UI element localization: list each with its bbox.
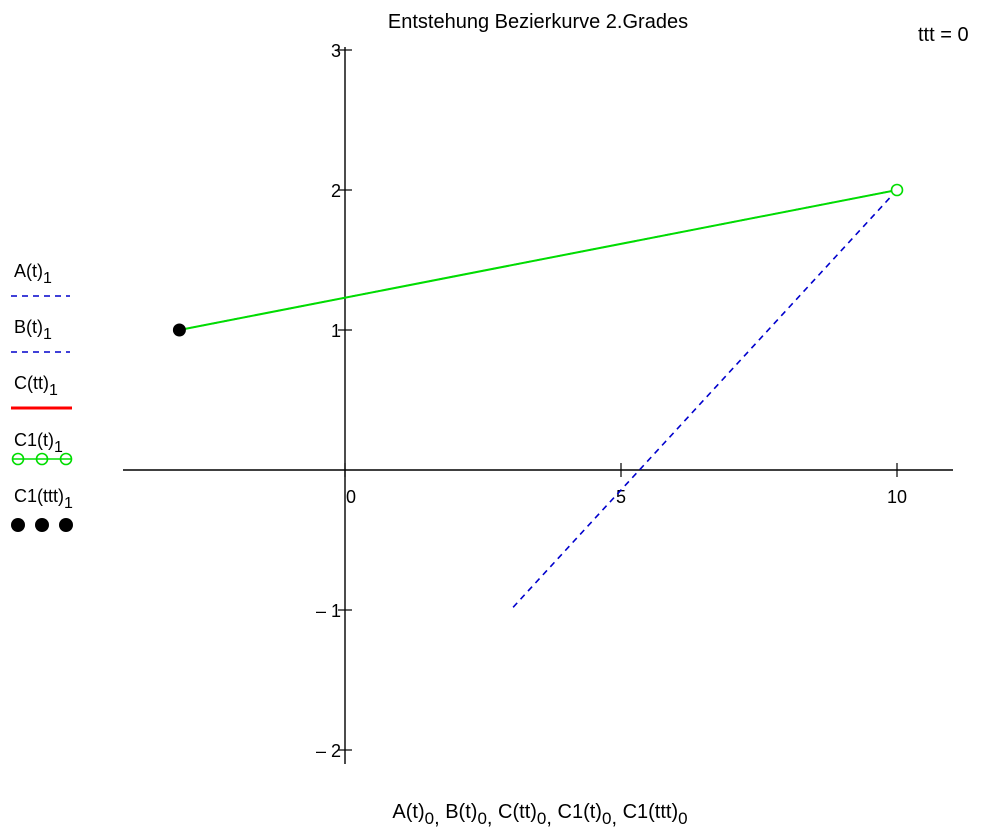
y-tick-label: – 2 bbox=[316, 741, 341, 761]
x-tick-label: 5 bbox=[616, 487, 626, 507]
y-tick-label: 1 bbox=[331, 321, 341, 341]
legend-label-sub: 1 bbox=[43, 326, 52, 343]
x-label-sep: , bbox=[546, 807, 557, 829]
x-label-base: B(t) bbox=[445, 801, 477, 823]
legend-b-t-label: B(t)1 bbox=[14, 317, 52, 343]
y-tick-label: 3 bbox=[331, 41, 341, 61]
x-axis-label-text: A(t)0, B(t)0, C(tt)0, C1(t)0, C1(ttt)0 bbox=[392, 801, 687, 829]
x-label-base: A(t) bbox=[392, 801, 424, 823]
series-c1-t-marker bbox=[890, 183, 904, 197]
legend-label-base: B(t) bbox=[14, 317, 43, 337]
legend-label-sub: 1 bbox=[64, 495, 73, 512]
legend-c1-t-swatch-marker bbox=[35, 452, 49, 466]
x-label-sub: 0 bbox=[602, 809, 611, 828]
legend-label-sub: 1 bbox=[43, 270, 52, 287]
legend-c1-ttt-swatch-dot bbox=[35, 518, 49, 532]
y-tick-label: 2 bbox=[331, 181, 341, 201]
legend-label-sub: 1 bbox=[49, 382, 58, 399]
legend-c1-ttt-swatch-dot bbox=[11, 518, 25, 532]
param-value: 0 bbox=[957, 24, 968, 46]
legend-c1-t-swatch-marker bbox=[59, 452, 73, 466]
legend-label-sub: 1 bbox=[54, 439, 63, 456]
legend-label-base: A(t) bbox=[14, 261, 43, 281]
legend-c1-ttt-swatch-dot bbox=[59, 518, 73, 532]
x-tick-label: 0 bbox=[346, 487, 356, 507]
legend-c1-t-swatch-marker bbox=[11, 452, 25, 466]
legend: A(t)1B(t)1C(tt)1C1(t)1C1(ttt)1 bbox=[11, 261, 73, 532]
x-label-base: C1(t) bbox=[558, 801, 602, 823]
param-name: ttt bbox=[918, 24, 935, 46]
series-b-t-line bbox=[510, 189, 898, 611]
series-c1-ttt-point bbox=[172, 323, 186, 337]
legend-a-t-label: A(t)1 bbox=[14, 261, 52, 287]
legend-c1-ttt-label: C1(ttt)1 bbox=[14, 486, 73, 512]
legend-label-base: C(tt) bbox=[14, 373, 49, 393]
series-layer bbox=[172, 183, 904, 611]
x-label-base: C(tt) bbox=[498, 801, 537, 823]
x-label-sub: 0 bbox=[425, 809, 434, 828]
legend-c1-t-label: C1(t)1 bbox=[14, 430, 63, 456]
x-label-sep: , bbox=[611, 807, 622, 829]
chart-title: Entstehung Bezierkurve 2.Grades bbox=[388, 11, 688, 33]
x-label-sep: , bbox=[434, 807, 445, 829]
x-label-sep: , bbox=[487, 807, 498, 829]
x-axis-label: A(t)0, B(t)0, C(tt)0, C1(t)0, C1(ttt)0 bbox=[392, 801, 687, 829]
param-equals: = bbox=[935, 24, 958, 46]
x-tick-label: 10 bbox=[887, 487, 907, 507]
x-ticks: 0 5 10 bbox=[344, 463, 907, 507]
x-label-sub: 0 bbox=[537, 809, 546, 828]
param-readout: ttt = 0 bbox=[918, 24, 969, 46]
legend-c-tt-label: C(tt)1 bbox=[14, 373, 58, 399]
x-label-sub: 0 bbox=[678, 809, 687, 828]
axes bbox=[123, 47, 953, 764]
legend-label-base: C1(ttt) bbox=[14, 486, 64, 506]
x-label-sub: 0 bbox=[477, 809, 486, 828]
legend-label-base: C1(t) bbox=[14, 430, 54, 450]
series-c1-t-line bbox=[179, 189, 898, 331]
y-ticks: 3 2 1 – 1 – 2 bbox=[316, 41, 352, 761]
x-label-base: C1(ttt) bbox=[623, 801, 679, 823]
y-tick-label: – 1 bbox=[316, 601, 341, 621]
